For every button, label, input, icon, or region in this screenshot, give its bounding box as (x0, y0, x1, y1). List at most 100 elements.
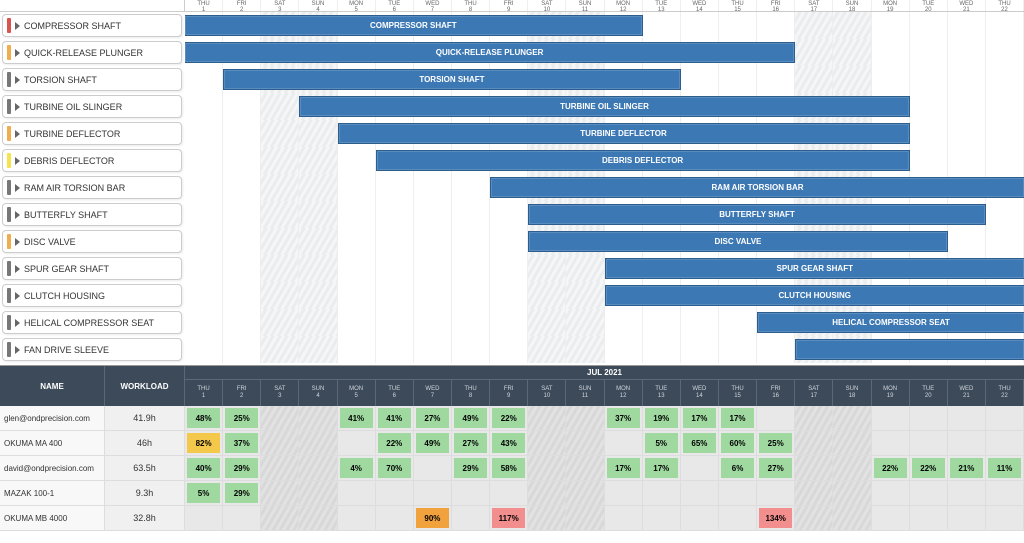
workload-day-column: SAT17 (795, 380, 833, 406)
workload-day-column: TUE6 (376, 380, 414, 406)
gantt-bar[interactable]: TORSION SHAFT (223, 69, 681, 90)
workload-cell: 29% (223, 481, 261, 505)
workload-resource-name[interactable]: MAZAK 100-1 (0, 481, 105, 505)
workload-cell: 25% (223, 406, 261, 430)
task-color-stripe (7, 234, 11, 249)
workload-cell (299, 481, 337, 505)
workload-day-column: SUN4 (299, 380, 337, 406)
gantt-cell (299, 336, 337, 363)
task-label[interactable]: RAM AIR TORSION BAR (2, 176, 182, 199)
workload-cell (910, 431, 948, 455)
workload-cell (299, 506, 337, 530)
expand-icon[interactable] (15, 211, 20, 219)
task-label[interactable]: SPUR GEAR SHAFT (2, 257, 182, 280)
gantt-bar[interactable]: DISC VALVE (528, 231, 948, 252)
workload-value: 134% (759, 508, 792, 528)
workload-cell (376, 481, 414, 505)
workload-cell (566, 431, 604, 455)
workload-cell (795, 456, 833, 480)
expand-icon[interactable] (15, 22, 20, 30)
expand-icon[interactable] (15, 76, 20, 84)
workload-cell (643, 481, 681, 505)
gantt-cell (566, 309, 604, 336)
expand-icon[interactable] (15, 130, 20, 138)
gantt-cell (719, 12, 757, 39)
task-color-stripe (7, 153, 11, 168)
task-label[interactable]: HELICAL COMPRESSOR SEAT (2, 311, 182, 334)
workload-cell (338, 481, 376, 505)
expand-icon[interactable] (15, 346, 20, 354)
gantt-bar[interactable] (795, 339, 1024, 360)
workload-day-column: SAT10 (528, 380, 566, 406)
task-label[interactable]: FAN DRIVE SLEEVE (2, 338, 182, 361)
gantt-cell (452, 309, 490, 336)
task-label[interactable]: TORSION SHAFT (2, 68, 182, 91)
gantt-cell (490, 228, 528, 255)
expand-icon[interactable] (15, 49, 20, 57)
gantt-cell (910, 39, 948, 66)
workload-value: 22% (912, 458, 945, 478)
workload-cell (910, 406, 948, 430)
gantt-bar[interactable]: HELICAL COMPRESSOR SEAT (757, 312, 1024, 333)
expand-icon[interactable] (15, 157, 20, 165)
gantt-bar[interactable]: COMPRESSOR SHAFT (185, 15, 643, 36)
workload-cell: 27% (757, 456, 795, 480)
gantt-cell (719, 336, 757, 363)
task-label[interactable]: COMPRESSOR SHAFT (2, 14, 182, 37)
gantt-row: HELICAL COMPRESSOR SEAT HELICAL COMPRESSO… (0, 309, 1024, 336)
workload-cell (833, 506, 871, 530)
task-label[interactable]: TURBINE OIL SLINGER (2, 95, 182, 118)
workload-cell: 60% (719, 431, 757, 455)
gantt-bar[interactable]: SPUR GEAR SHAFT (605, 258, 1024, 279)
gantt-cell (528, 336, 566, 363)
task-label-text: TURBINE OIL SLINGER (24, 102, 122, 112)
gantt-row: RAM AIR TORSION BAR RAM AIR TORSION BAR (0, 174, 1024, 201)
gantt-cell (338, 174, 376, 201)
expand-icon[interactable] (15, 292, 20, 300)
workload-cell (719, 506, 757, 530)
workload-resource-name[interactable]: OKUMA MA 400 (0, 431, 105, 455)
expand-icon[interactable] (15, 238, 20, 246)
workload-value: 25% (225, 408, 258, 428)
gantt-cell (986, 66, 1024, 93)
task-label[interactable]: DEBRIS DEFLECTOR (2, 149, 182, 172)
task-label[interactable]: DISC VALVE (2, 230, 182, 253)
workload-resource-name[interactable]: glen@ondprecision.com (0, 406, 105, 430)
gantt-chart-area: HELICAL COMPRESSOR SEAT (185, 309, 1024, 336)
gantt-cell (185, 336, 223, 363)
gantt-row: TURBINE OIL SLINGER TURBINE OIL SLINGER (0, 93, 1024, 120)
workload-month: JUL 2021 (185, 366, 1024, 380)
workload-value: 65% (683, 433, 716, 453)
workload-cell: 134% (757, 506, 795, 530)
gantt-bar[interactable]: BUTTERFLY SHAFT (528, 204, 986, 225)
gantt-bar[interactable]: RAM AIR TORSION BAR (490, 177, 1024, 198)
gantt-bar[interactable]: TURBINE OIL SLINGER (299, 96, 909, 117)
task-label-text: QUICK-RELEASE PLUNGER (24, 48, 143, 58)
expand-icon[interactable] (15, 265, 20, 273)
workload-cell: 25% (757, 431, 795, 455)
workload-value: 27% (759, 458, 792, 478)
expand-icon[interactable] (15, 319, 20, 327)
gantt-day-column: SAT17 (795, 0, 833, 11)
task-label[interactable]: BUTTERFLY SHAFT (2, 203, 182, 226)
workload-resource-name[interactable]: david@ondprecision.com (0, 456, 105, 480)
gantt-bar[interactable]: TURBINE DEFLECTOR (338, 123, 910, 144)
workload-resource-name[interactable]: OKUMA MB 4000 (0, 506, 105, 530)
gantt-cell (910, 12, 948, 39)
task-label[interactable]: TURBINE DEFLECTOR (2, 122, 182, 145)
workload-cells: 48%25%41%41%27%49%22%37%19%17%17% (185, 406, 1024, 430)
gantt-bar[interactable]: QUICK-RELEASE PLUNGER (185, 42, 795, 63)
workload-day-column: MON12 (605, 380, 643, 406)
task-label[interactable]: CLUTCH HOUSING (2, 284, 182, 307)
gantt-row: TORSION SHAFT TORSION SHAFT (0, 66, 1024, 93)
expand-icon[interactable] (15, 184, 20, 192)
expand-icon[interactable] (15, 103, 20, 111)
gantt-bar[interactable]: CLUTCH HOUSING (605, 285, 1024, 306)
gantt-bar[interactable]: DEBRIS DEFLECTOR (376, 150, 910, 171)
workload-value: 41% (378, 408, 411, 428)
task-label[interactable]: QUICK-RELEASE PLUNGER (2, 41, 182, 64)
gantt-cell (986, 93, 1024, 120)
workload-cell (757, 481, 795, 505)
gantt-day-column: WED14 (681, 0, 719, 11)
workload-row: MAZAK 100-19.3h5%29% (0, 481, 1024, 506)
